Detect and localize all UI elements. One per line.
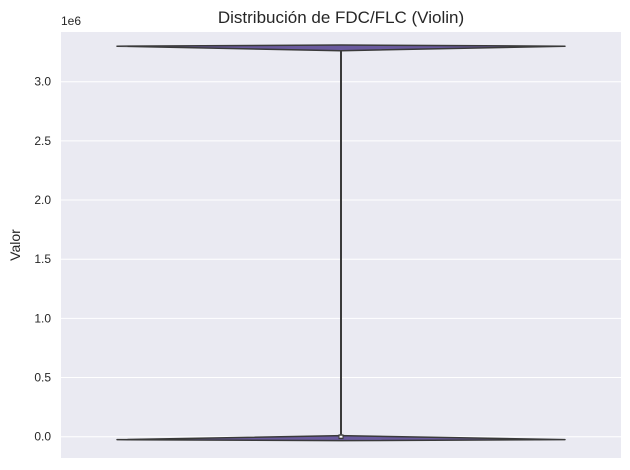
violin-median-marker <box>339 435 343 438</box>
violin <box>116 44 566 442</box>
violin-upper-cluster <box>116 44 566 52</box>
y-offset-label: 1e6 <box>61 14 81 28</box>
y-axis-label: Valor <box>7 229 23 261</box>
y-tick-label: 1.5 <box>34 252 51 266</box>
y-tick-labels: 0.0 0.5 1.0 1.5 2.0 2.5 3.0 <box>34 75 51 444</box>
y-tick-label: 0.0 <box>34 430 51 444</box>
y-tick-label: 1.0 <box>34 311 51 325</box>
y-tick-label: 3.0 <box>34 75 51 89</box>
chart-title: Distribución de FDC/FLC (Violin) <box>218 8 464 27</box>
y-tick-label: 0.5 <box>34 371 51 385</box>
y-tick-label: 2.0 <box>34 193 51 207</box>
y-tick-label: 2.5 <box>34 134 51 148</box>
